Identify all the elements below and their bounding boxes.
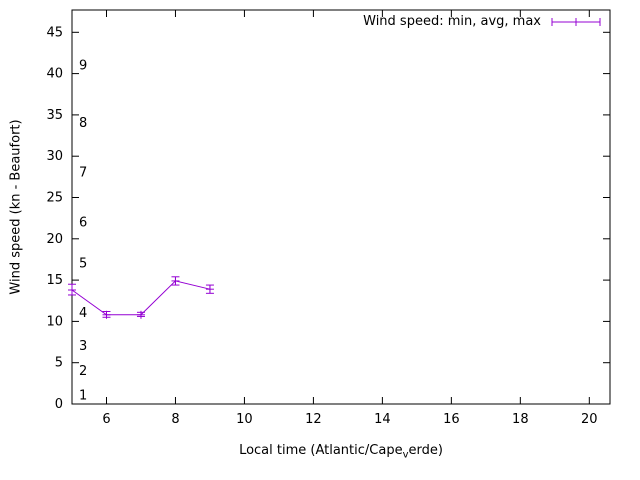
beaufort-scale-label: 5 (79, 257, 87, 272)
y-tick-label: 15 (46, 273, 63, 288)
y-tick-label: 45 (46, 25, 63, 40)
beaufort-scale-label: 7 (79, 166, 87, 181)
beaufort-scale-label: 4 (79, 306, 87, 321)
x-tick-label: 12 (305, 412, 322, 427)
x-axis-label-suffix: erde) (408, 443, 443, 458)
beaufort-scale-label: 3 (79, 339, 87, 354)
avg-line (71, 280, 211, 316)
y-axis-label: Wind speed (kn - Beaufort) (8, 119, 24, 295)
x-tick-label: 16 (443, 412, 460, 427)
beaufort-scale-label: 9 (79, 58, 87, 73)
beaufort-scale-label: 2 (79, 364, 87, 379)
x-axis-label-subscript: v (402, 449, 409, 461)
legend-sample-errorbar (551, 17, 601, 26)
y-tick-label: 20 (46, 232, 63, 247)
y-tick-label: 30 (46, 149, 63, 164)
x-tick-label: 14 (374, 412, 391, 427)
beaufort-scale-label: 1 (79, 389, 87, 404)
beaufort-scale-label: 6 (79, 215, 87, 230)
legend: Wind speed: min, avg, max (363, 14, 602, 29)
x-axis-label: Local time (Atlantic/Capeverde) (72, 443, 610, 461)
plot-border (71, 9, 611, 405)
legend-label: Wind speed: min, avg, max (363, 14, 541, 29)
y-tick-label: 0 (55, 397, 63, 412)
y-tick-label: 10 (46, 314, 63, 329)
x-axis-label-prefix: Local time (Atlantic/Cape (239, 443, 403, 458)
beaufort-scale-label: 8 (79, 116, 87, 131)
y-tick-label: 35 (46, 108, 63, 123)
x-tick-label: 10 (236, 412, 253, 427)
x-tick-label: 20 (581, 412, 598, 427)
x-tick-label: 8 (171, 412, 179, 427)
x-tick-label: 18 (512, 412, 529, 427)
y-tick-label: 40 (46, 67, 63, 82)
x-tick-label: 6 (102, 412, 110, 427)
y-tick-label: 5 (55, 356, 63, 371)
y-tick-label: 25 (46, 191, 63, 206)
